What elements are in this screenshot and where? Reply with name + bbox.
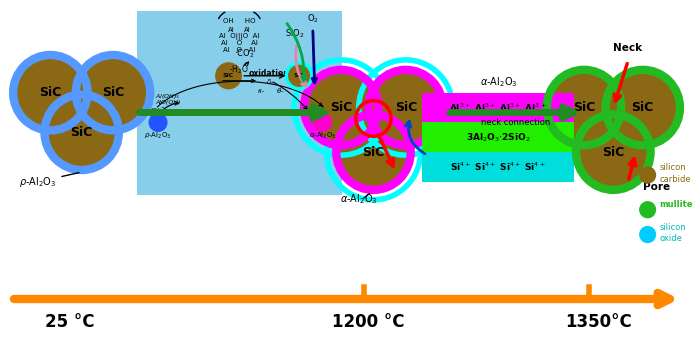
- Bar: [136, 11, 342, 195]
- Text: $\theta$-: $\theta$-: [276, 86, 285, 94]
- Text: Neck: Neck: [613, 43, 643, 53]
- Text: SiC: SiC: [71, 126, 93, 139]
- Text: silicon: silicon: [659, 223, 686, 232]
- Circle shape: [640, 202, 655, 218]
- Text: $\kappa$-: $\kappa$-: [257, 87, 265, 94]
- Text: SiC: SiC: [39, 86, 62, 99]
- Circle shape: [286, 63, 312, 89]
- Text: 1200 °C: 1200 °C: [332, 313, 405, 331]
- Text: 3Al$_2$O$_3$$\cdot$2SiO$_2$: 3Al$_2$O$_3$$\cdot$2SiO$_2$: [466, 131, 531, 144]
- Text: Al$^{3+}$ Al$^{3+}$ Al$^{3+}$ Al$^{3+}$: Al$^{3+}$ Al$^{3+}$ Al$^{3+}$ Al$^{3+}$: [449, 102, 547, 114]
- Text: SiC: SiC: [102, 86, 124, 99]
- Text: Si$^{4+}$ Si$^{4+}$ Si$^{4+}$ Si$^{4+}$: Si$^{4+}$ Si$^{4+}$ Si$^{4+}$ Si$^{4+}$: [450, 161, 546, 173]
- Text: oxidation: oxidation: [249, 69, 290, 78]
- Bar: [422, 122, 574, 152]
- Text: SiC: SiC: [330, 101, 352, 114]
- Text: carbide: carbide: [659, 175, 691, 184]
- Text: $\rho$-Al$_2$O$_3$: $\rho$-Al$_2$O$_3$: [144, 130, 172, 140]
- Text: Al: Al: [244, 27, 251, 33]
- Circle shape: [606, 70, 680, 145]
- Text: ·CO$_2$: ·CO$_2$: [234, 48, 254, 61]
- Text: SiC: SiC: [363, 146, 384, 159]
- Circle shape: [640, 226, 655, 243]
- Text: OH     HO: OH HO: [223, 18, 256, 24]
- Bar: [422, 93, 574, 122]
- Circle shape: [304, 70, 379, 145]
- Text: -H$_2$O: -H$_2$O: [230, 64, 249, 76]
- Text: mullite: mullite: [659, 200, 693, 209]
- Text: Al   O   Al: Al O Al: [223, 47, 256, 53]
- Text: Pore: Pore: [643, 182, 670, 192]
- Circle shape: [336, 114, 411, 190]
- Text: SiC: SiC: [573, 101, 595, 114]
- Text: Al(OH)$_3$: Al(OH)$_3$: [155, 92, 181, 100]
- Circle shape: [13, 55, 88, 130]
- Circle shape: [216, 63, 241, 89]
- Text: $\alpha$-Al$_2$O$_3$: $\alpha$-Al$_2$O$_3$: [309, 130, 336, 140]
- Text: $\delta$-: $\delta$-: [267, 77, 275, 86]
- Text: 25 °C: 25 °C: [46, 313, 94, 331]
- Text: $\rho$-Al$_2$O$_3$: $\rho$-Al$_2$O$_3$: [19, 173, 79, 189]
- Circle shape: [576, 114, 650, 190]
- Text: O$_2$: O$_2$: [307, 12, 319, 25]
- Circle shape: [547, 70, 621, 145]
- Text: Al    O    Al: Al O Al: [221, 40, 258, 46]
- Circle shape: [369, 70, 443, 145]
- Text: oxide: oxide: [659, 234, 682, 244]
- Text: SiO$_2$: SiO$_2$: [286, 27, 305, 40]
- Text: $\alpha$-Al$_2$O$_3$: $\alpha$-Al$_2$O$_3$: [480, 75, 517, 89]
- Circle shape: [640, 167, 655, 183]
- Text: AlO(OH): AlO(OH): [155, 99, 181, 105]
- Text: neck connection: neck connection: [481, 118, 550, 127]
- Circle shape: [149, 113, 167, 131]
- Text: OH$^-$: OH$^-$: [150, 106, 166, 114]
- Circle shape: [314, 113, 331, 131]
- Circle shape: [45, 94, 119, 170]
- Text: Al  O|||O  Al: Al O|||O Al: [219, 33, 260, 40]
- Bar: [422, 152, 574, 182]
- Circle shape: [76, 55, 150, 130]
- Text: SiC: SiC: [223, 73, 234, 78]
- Text: silicon: silicon: [659, 163, 686, 172]
- Text: SiC: SiC: [631, 101, 654, 114]
- Text: $\alpha$-Al$_2$O$_3$: $\alpha$-Al$_2$O$_3$: [340, 192, 377, 205]
- Text: SiC: SiC: [293, 73, 304, 78]
- Text: 1350°C: 1350°C: [566, 313, 632, 331]
- Text: SiC: SiC: [602, 146, 624, 159]
- Text: SiC: SiC: [395, 101, 417, 114]
- Text: Al: Al: [228, 27, 235, 33]
